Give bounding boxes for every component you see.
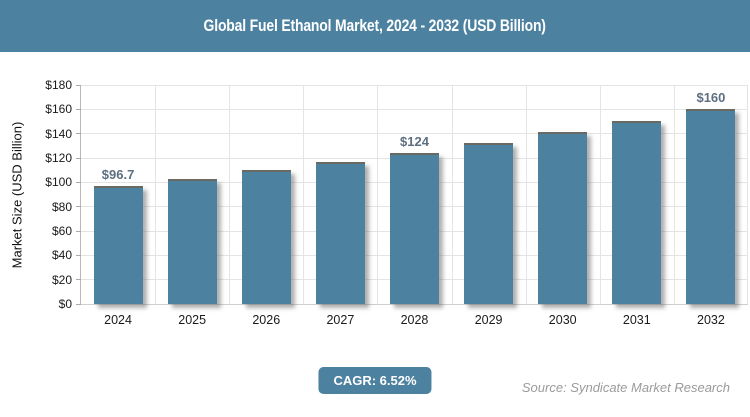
bar	[464, 142, 514, 304]
bar	[93, 186, 143, 304]
x-gridline	[673, 85, 675, 304]
x-tick-label: 2027	[326, 313, 355, 327]
x-gridline	[525, 85, 527, 304]
y-gridline	[81, 84, 748, 86]
x-tick-label: 2025	[178, 313, 207, 327]
bar	[538, 132, 588, 304]
x-gridline	[747, 85, 748, 304]
bar-value-label: $124	[400, 134, 429, 150]
bar	[612, 121, 662, 304]
bar	[315, 161, 365, 304]
x-tick-label: 2026	[252, 313, 281, 327]
x-gridline	[599, 85, 601, 304]
chart-title: Global Fuel Ethanol Market, 2024 - 2032 …	[203, 16, 547, 35]
y-tick-mark	[76, 84, 81, 86]
x-tick-label: 2030	[548, 313, 577, 327]
y-tick-mark	[76, 230, 81, 232]
y-tick-label: $160	[45, 102, 72, 117]
cagr-label: CAGR: 6.52%	[333, 373, 417, 388]
x-tick-label: 2032	[697, 313, 725, 327]
y-gridline	[81, 133, 748, 135]
y-tick-label: $60	[51, 224, 72, 238]
x-tick-label: 2024	[104, 313, 132, 327]
x-gridline	[155, 85, 157, 304]
y-tick-label: $140	[45, 126, 72, 141]
x-tick-label: 2029	[474, 313, 503, 327]
bar	[241, 170, 291, 304]
x-gridline	[451, 85, 453, 304]
y-tick-label: $40	[51, 248, 72, 263]
y-tick-mark	[76, 279, 81, 281]
y-gridline	[81, 108, 748, 110]
bar-value-label: $96.7	[101, 167, 135, 183]
bar	[390, 153, 439, 304]
y-tick-label: $120	[45, 151, 72, 165]
y-tick-label: $0	[58, 297, 72, 311]
y-tick-mark	[76, 181, 81, 183]
bar-value-label: $160	[696, 90, 726, 106]
y-tick-mark	[76, 157, 81, 159]
x-tick-label: 2031	[622, 313, 651, 327]
y-tick-label: $80	[51, 199, 72, 214]
bar	[167, 178, 217, 304]
bar	[686, 109, 736, 304]
y-tick-mark	[76, 108, 81, 110]
y-tick-label: $20	[51, 272, 72, 287]
y-tick-mark	[76, 206, 81, 208]
y-tick-label: $180	[45, 78, 72, 92]
source-text: Source: Syndicate Market Research	[521, 380, 730, 395]
x-gridline	[303, 85, 305, 304]
chart-title-bar: Global Fuel Ethanol Market, 2024 - 2032 …	[0, 0, 750, 52]
y-tick-mark	[76, 303, 81, 305]
y-tick-mark	[76, 254, 81, 256]
y-axis-title: Market Size (USD Billion)	[9, 121, 25, 269]
y-tick-mark	[76, 133, 81, 135]
x-tick-label: 2028	[400, 313, 429, 327]
x-gridline	[229, 85, 231, 304]
plot-area: $0 $20 $40 $60 $80 $100 $120 $140 $160 $180 $96.7 2…	[45, 78, 748, 327]
y-tick-label: $100	[45, 175, 72, 190]
x-gridline	[377, 85, 379, 304]
cagr-badge: CAGR: 6.52%	[318, 367, 432, 394]
